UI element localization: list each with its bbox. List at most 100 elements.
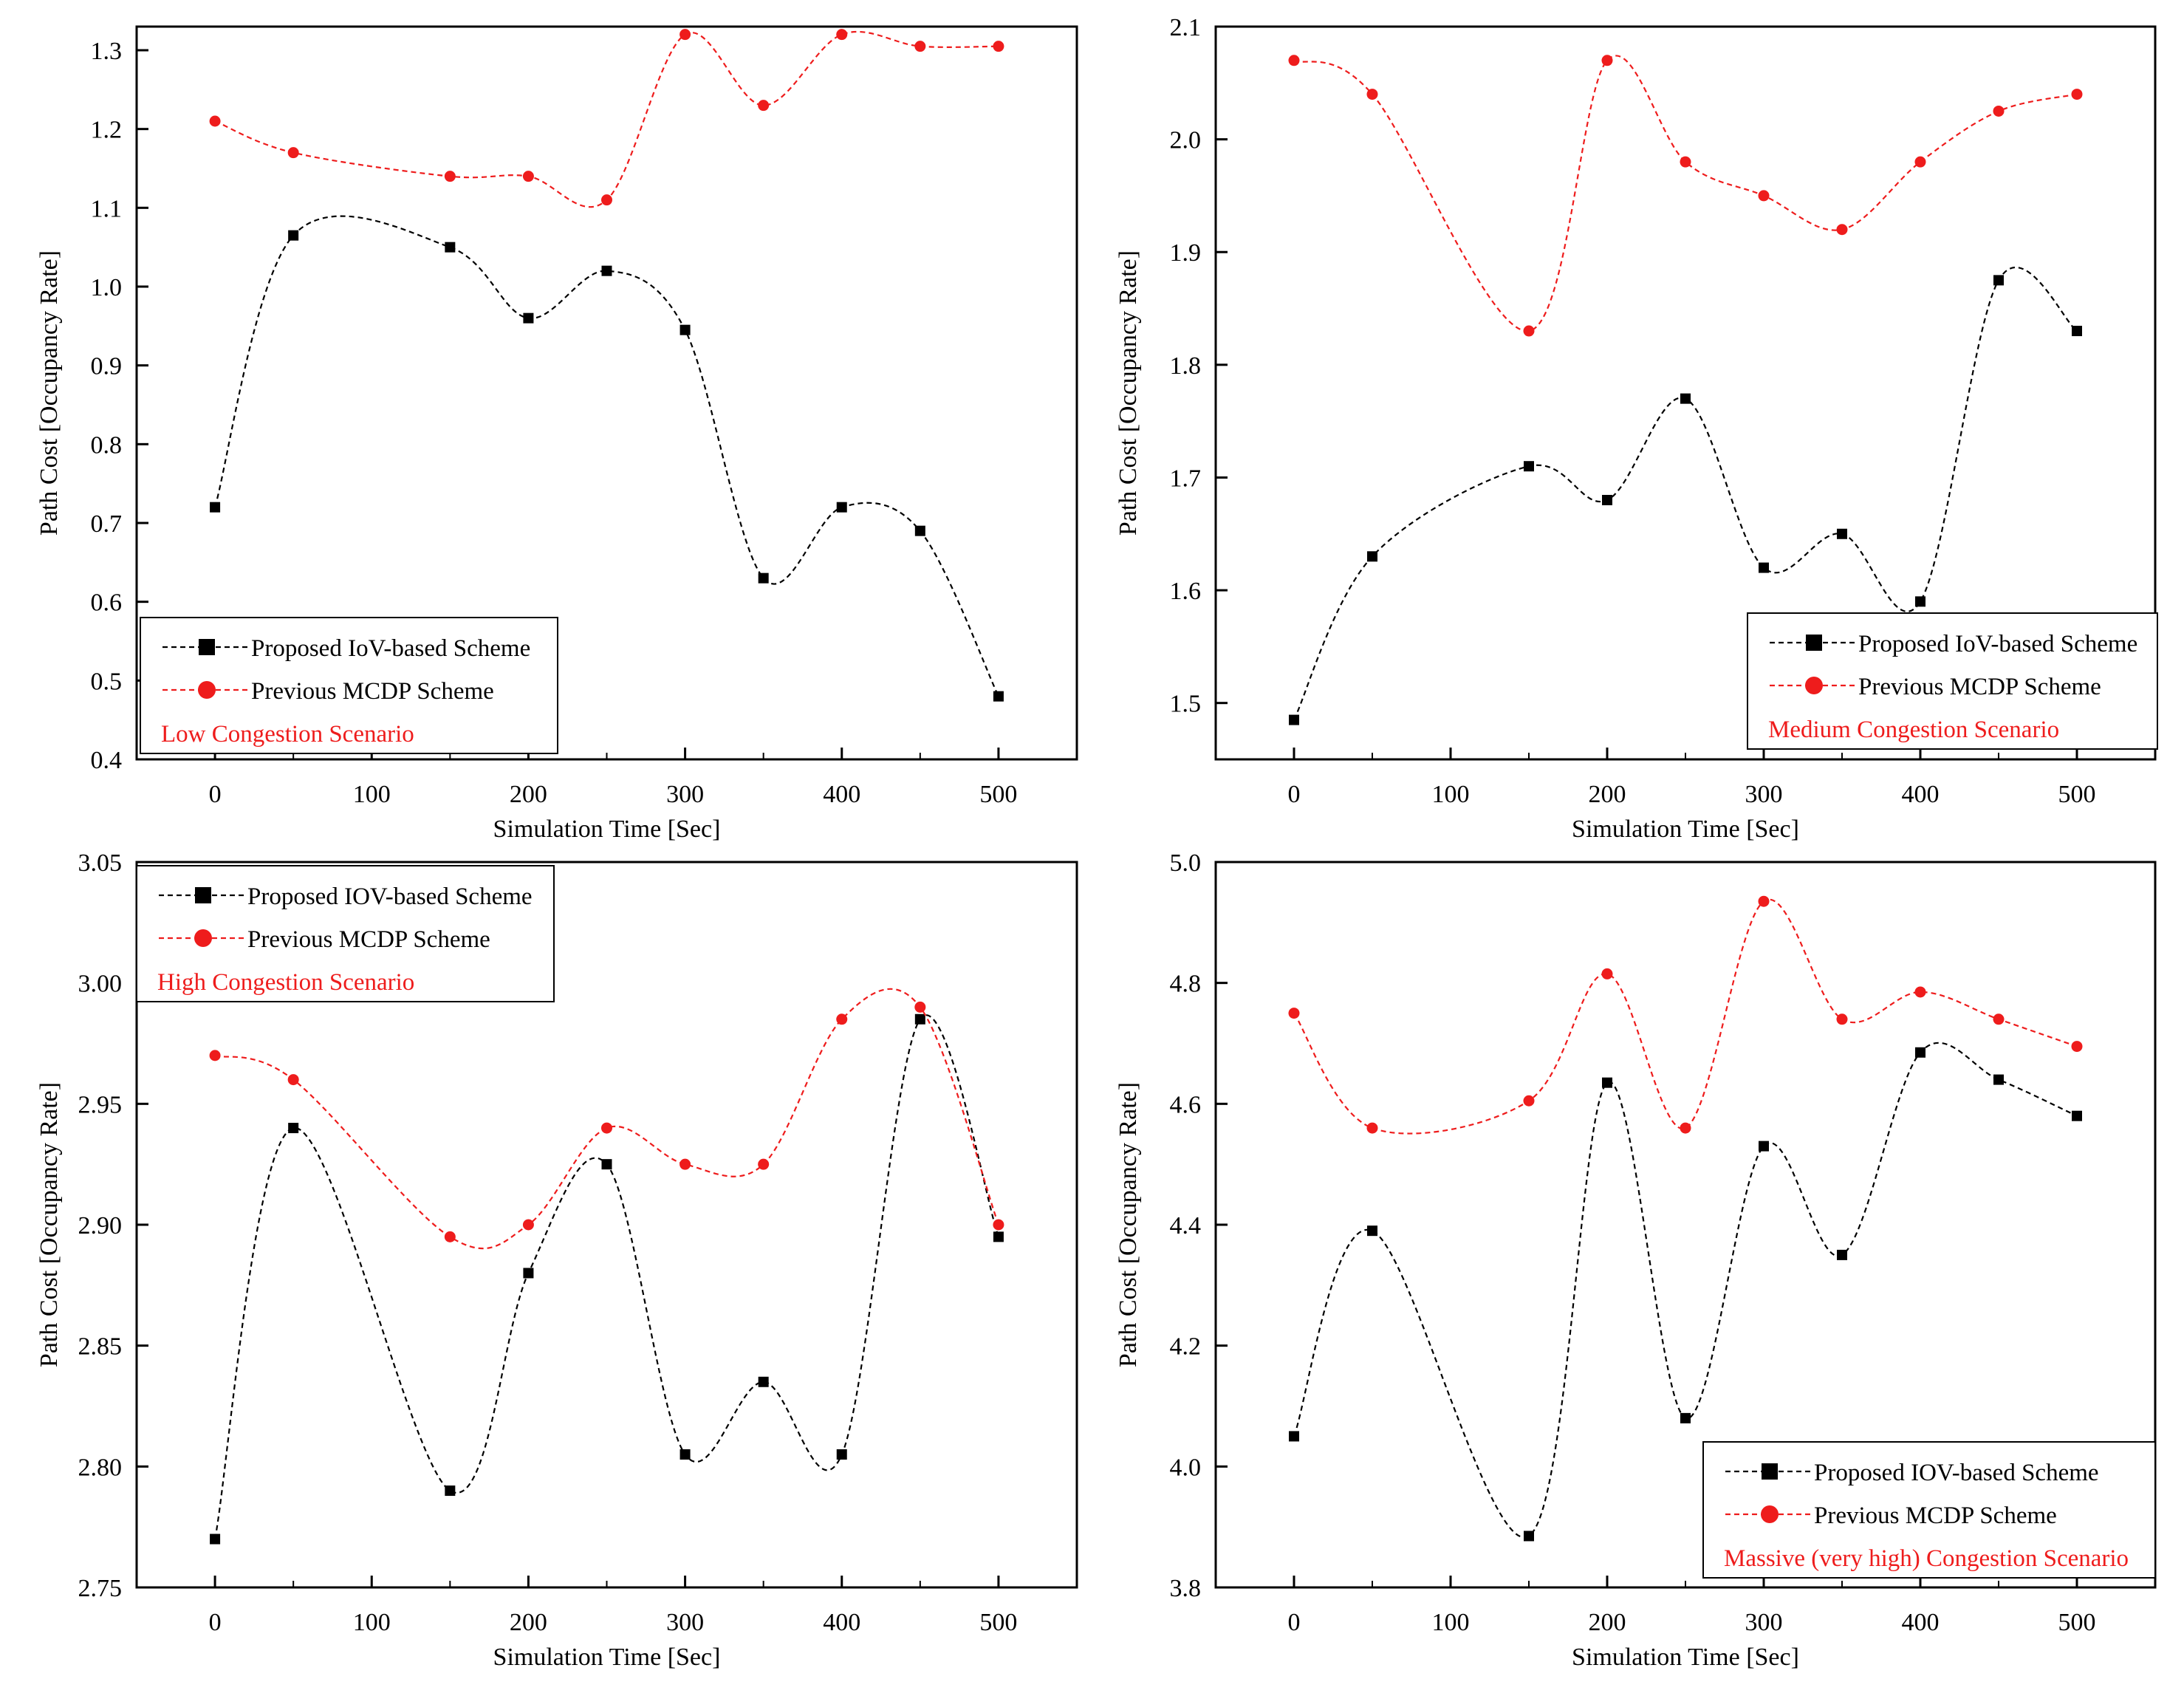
y-tick-label: 1.1 bbox=[91, 195, 123, 222]
x-axis-label: Simulation Time [Sec] bbox=[493, 815, 721, 843]
y-tick-label: 2.0 bbox=[1170, 127, 1202, 154]
data-point-proposed bbox=[679, 1449, 691, 1460]
data-point-proposed bbox=[1759, 562, 1769, 573]
data-point-proposed bbox=[523, 1268, 534, 1279]
series-line-proposed bbox=[1293, 266, 2078, 721]
data-point-proposed bbox=[758, 1376, 769, 1387]
scenario-label: Massive (very high) Congestion Scenario bbox=[1724, 1545, 2129, 1572]
x-tick-label: 500 bbox=[979, 1609, 1017, 1636]
data-point-proposed bbox=[210, 502, 221, 513]
chart-panel-1: 0 100 200 300 400 500 0.4 0.5 0.6 0.7 0.8 0.9 1.0 1.1… bbox=[35, 25, 1078, 843]
y-tick-label: 1.9 bbox=[1170, 239, 1202, 267]
data-point-proposed bbox=[1993, 1074, 2004, 1085]
x-tick-label: 500 bbox=[2058, 781, 2096, 808]
data-point-previous bbox=[914, 41, 926, 52]
data-point-proposed bbox=[288, 230, 299, 241]
legend-entry: Previous MCDP Scheme bbox=[1814, 1502, 2057, 1529]
x-tick-label: 300 bbox=[666, 1609, 704, 1636]
data-point-previous bbox=[993, 1219, 1004, 1231]
data-point-proposed bbox=[836, 1449, 847, 1460]
data-point-previous bbox=[1993, 105, 2005, 117]
x-tick-label: 300 bbox=[666, 781, 704, 808]
legend-circle-marker bbox=[1761, 1505, 1779, 1523]
data-point-previous bbox=[1758, 895, 1770, 907]
series-line-previous bbox=[214, 30, 999, 208]
x-tick-label: 100 bbox=[353, 781, 391, 808]
legend: Proposed IoV-based Scheme Previous MCDP S… bbox=[1747, 612, 2158, 750]
y-tick-label: 0.6 bbox=[91, 589, 123, 617]
x-tick-label: 0 bbox=[209, 781, 222, 808]
x-tick-label: 0 bbox=[1288, 781, 1301, 808]
data-point-previous bbox=[1601, 55, 1613, 66]
x-axis-label: Simulation Time [Sec] bbox=[493, 1644, 721, 1671]
y-tick-label: 2.90 bbox=[78, 1212, 123, 1239]
series-line-previous bbox=[1293, 898, 2078, 1135]
data-point-previous bbox=[522, 1219, 534, 1231]
data-point-proposed bbox=[1367, 1225, 1377, 1237]
data-point-previous bbox=[601, 1122, 612, 1134]
y-tick-label: 1.3 bbox=[91, 38, 123, 65]
data-point-previous bbox=[1680, 1122, 1691, 1134]
data-point-proposed bbox=[2072, 326, 2082, 337]
y-tick-label: 2.1 bbox=[1170, 14, 1202, 41]
data-point-previous bbox=[836, 29, 848, 41]
data-point-proposed bbox=[993, 691, 1004, 702]
y-axis-label: Path Cost [Occupancy Rate] bbox=[1115, 1082, 1142, 1367]
series-line-proposed bbox=[1293, 1042, 2078, 1539]
data-point-previous bbox=[1523, 325, 1535, 337]
x-tick-label: 400 bbox=[1902, 781, 1940, 808]
data-point-previous bbox=[1680, 156, 1691, 168]
y-tick-label: 1.7 bbox=[1170, 465, 1202, 492]
data-point-proposed bbox=[1602, 494, 1612, 505]
data-point-proposed bbox=[679, 324, 691, 335]
data-point-proposed bbox=[1289, 714, 1299, 725]
data-point-proposed bbox=[1915, 1047, 1925, 1058]
data-point-previous bbox=[1836, 1013, 1848, 1025]
legend-entry: Previous MCDP Scheme bbox=[1858, 674, 2101, 700]
data-point-previous bbox=[209, 115, 221, 127]
legend-circle-marker bbox=[1805, 677, 1823, 694]
data-point-previous bbox=[1914, 986, 1926, 998]
y-tick-label: 4.4 bbox=[1170, 1212, 1202, 1239]
y-axis-label: Path Cost [Occupancy Rate] bbox=[35, 250, 63, 536]
legend-square-marker bbox=[199, 639, 215, 655]
y-tick-label: 4.8 bbox=[1170, 971, 1202, 998]
data-point-proposed bbox=[914, 1013, 925, 1025]
scenario-label: Medium Congestion Scenario bbox=[1768, 717, 2059, 743]
y-axis-label: Path Cost [Occupancy Rate] bbox=[1115, 250, 1142, 536]
data-point-proposed bbox=[210, 1533, 221, 1545]
y-tick-label: 0.4 bbox=[91, 747, 123, 774]
data-point-previous bbox=[914, 1001, 926, 1013]
data-point-previous bbox=[444, 171, 456, 182]
y-tick-label: 1.8 bbox=[1170, 352, 1202, 380]
data-point-proposed bbox=[2072, 1110, 2082, 1121]
legend: Proposed IoV-based Scheme Previous MCDP S… bbox=[140, 617, 558, 754]
x-tick-label: 200 bbox=[1589, 1609, 1626, 1636]
data-point-previous bbox=[1914, 156, 1926, 168]
data-point-previous bbox=[1366, 89, 1378, 100]
legend-entry: Previous MCDP Scheme bbox=[251, 678, 494, 705]
legend: Proposed IOV-based Scheme Previous MCDP S… bbox=[136, 865, 555, 1002]
series-line-previous bbox=[1293, 55, 2078, 332]
data-point-proposed bbox=[288, 1123, 299, 1134]
data-point-previous bbox=[287, 147, 299, 159]
series-line-proposed bbox=[214, 215, 999, 697]
data-point-proposed bbox=[1524, 461, 1534, 472]
data-point-previous bbox=[2071, 1041, 2083, 1053]
data-point-previous bbox=[836, 1013, 848, 1025]
data-point-proposed bbox=[601, 265, 612, 276]
x-tick-label: 300 bbox=[1745, 1609, 1783, 1636]
x-tick-label: 300 bbox=[1745, 781, 1783, 808]
y-tick-label: 0.5 bbox=[91, 668, 123, 695]
x-tick-label: 100 bbox=[1432, 1609, 1470, 1636]
plot-area bbox=[1288, 895, 2083, 1542]
x-tick-label: 200 bbox=[1589, 781, 1626, 808]
x-tick-label: 400 bbox=[823, 1609, 860, 1636]
legend-entry: Previous MCDP Scheme bbox=[247, 926, 490, 953]
data-point-proposed bbox=[1367, 551, 1377, 562]
plot-area bbox=[209, 29, 1004, 702]
y-tick-label: 3.8 bbox=[1170, 1575, 1202, 1602]
data-point-previous bbox=[1993, 1013, 2005, 1025]
